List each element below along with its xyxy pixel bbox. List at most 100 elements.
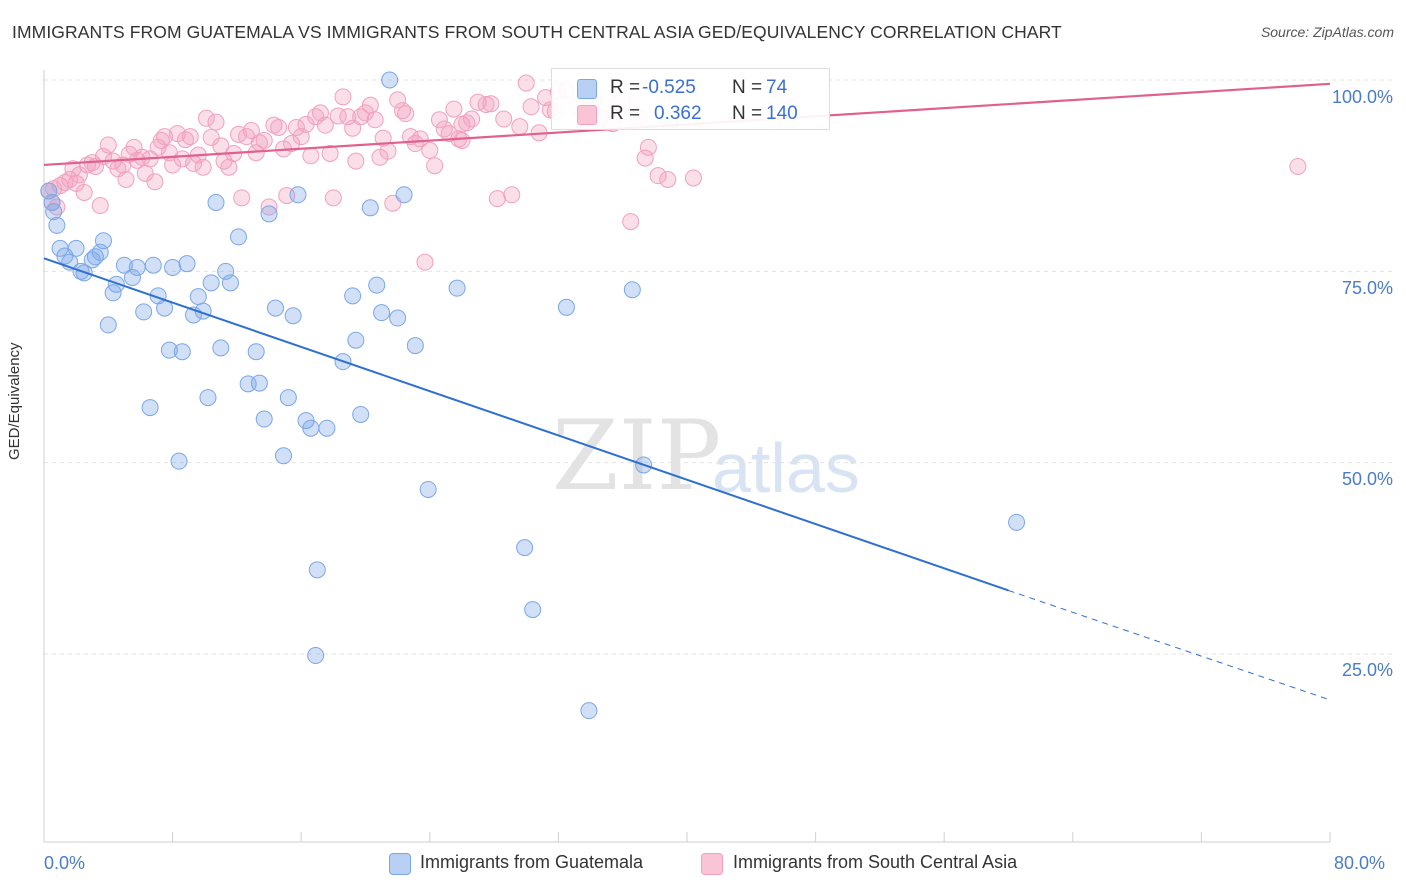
guatemala-point xyxy=(221,274,239,292)
y-tick-50: 50.0% xyxy=(1341,469,1393,489)
sca-point xyxy=(302,147,320,165)
guatemala-point xyxy=(373,304,391,322)
sca-point xyxy=(649,167,667,185)
sca-point xyxy=(495,110,513,128)
sca-point xyxy=(393,102,411,120)
guatemala-point xyxy=(141,399,159,417)
sca-point xyxy=(260,198,278,216)
guatemala-point xyxy=(419,480,437,498)
x-tick-min: 0.0% xyxy=(44,853,86,873)
guatemala-point xyxy=(189,288,207,306)
sca-point xyxy=(517,74,535,92)
sca-point xyxy=(321,144,339,162)
sca-point xyxy=(207,113,225,131)
sca-point xyxy=(622,213,640,231)
sca-point xyxy=(639,138,657,156)
guatemala-point xyxy=(86,248,104,266)
guatemala-point xyxy=(395,186,413,204)
x-tick-max: 80.0% xyxy=(1334,853,1386,873)
sca-point xyxy=(389,91,407,109)
guatemala-point xyxy=(144,256,162,274)
guatemala-point xyxy=(160,341,178,359)
guatemala-point xyxy=(266,299,284,317)
guatemala-point xyxy=(406,337,424,355)
guatemala-point xyxy=(368,276,386,294)
sca-point xyxy=(374,129,392,147)
guatemala-point xyxy=(247,343,265,361)
sca-point xyxy=(233,189,251,207)
bottom-legend-swatch-guatemala xyxy=(389,853,411,875)
legend-n-label: N = xyxy=(732,77,763,98)
guatemala-point xyxy=(318,419,336,437)
sca-point xyxy=(1289,157,1307,175)
sca-point xyxy=(416,253,434,271)
sca-point xyxy=(91,197,109,215)
trend-line-guatemala-extension xyxy=(1008,590,1331,701)
guatemala-point xyxy=(173,343,191,361)
sca-point xyxy=(522,98,540,116)
guatemala-point xyxy=(212,339,230,357)
axes xyxy=(43,70,1331,843)
bottom-legend-label-guatemala: Immigrants from Guatemala xyxy=(420,852,644,872)
sca-point xyxy=(659,170,677,188)
y-tick-25: 25.0% xyxy=(1341,660,1393,680)
guatemala-point xyxy=(347,331,365,349)
guatemala-point xyxy=(178,255,196,273)
bottom-legend-swatch-sca xyxy=(701,853,723,875)
sca-point xyxy=(445,100,463,118)
guatemala-point xyxy=(448,279,466,297)
legend-swatch-guatemala xyxy=(577,79,597,99)
sca-point xyxy=(287,118,305,136)
guatemala-point xyxy=(307,647,325,665)
guatemala-point xyxy=(164,259,182,277)
guatemala-point xyxy=(99,316,117,334)
legend-n-label: N = xyxy=(732,103,763,124)
guatemala-point xyxy=(516,539,534,557)
watermark-zip: ZIP xyxy=(552,400,722,512)
guatemala-point xyxy=(1008,513,1026,531)
guatemala-point xyxy=(45,203,63,221)
sca-point xyxy=(684,169,702,187)
trend-line-guatemala xyxy=(43,257,1009,592)
sca-point xyxy=(430,111,448,129)
watermark-atlas: atlas xyxy=(712,429,860,507)
guatemala-point xyxy=(352,405,370,423)
guatemala-point xyxy=(107,275,125,293)
sca-point xyxy=(48,198,66,216)
sca-point xyxy=(334,88,352,106)
correlation-legend: R = -0.525 N = 74 R = 0.362 N = 140 xyxy=(551,68,830,130)
guatemala-point xyxy=(94,232,112,250)
guatemala-point xyxy=(302,419,320,437)
sca-point xyxy=(316,116,334,134)
sca-point xyxy=(347,152,365,170)
sca-point xyxy=(435,120,453,138)
guatemala-point xyxy=(524,601,542,619)
sca-point xyxy=(488,190,506,208)
sca-point xyxy=(426,157,444,175)
grid xyxy=(44,79,1392,655)
legend-r-label: R = xyxy=(610,77,641,98)
y-axis-label: GED/Equivalency xyxy=(6,342,23,460)
sca-point xyxy=(283,135,301,153)
sca-point xyxy=(242,122,260,140)
legend-r-value-sca: 0.362 xyxy=(654,103,702,124)
guatemala-point xyxy=(279,389,297,407)
legend-n-value-guatemala: 74 xyxy=(766,77,788,98)
guatemala-point xyxy=(115,256,133,274)
guatemala-point xyxy=(557,298,575,316)
guatemala-point xyxy=(289,186,307,204)
sca-point xyxy=(194,158,212,176)
sca-point xyxy=(173,150,191,168)
legend-swatch-sca xyxy=(577,105,597,125)
sca-point xyxy=(406,135,424,153)
sca-point xyxy=(344,119,362,137)
sca-point xyxy=(156,128,174,146)
guatemala-point xyxy=(123,268,141,286)
sca-point xyxy=(64,160,82,178)
sca-point xyxy=(636,149,654,167)
sca-point xyxy=(463,110,481,128)
guatemala-point xyxy=(207,193,225,211)
legend-row-sca: R = 0.362 N = 140 xyxy=(552,101,829,127)
legend-r-label: R = xyxy=(610,103,641,124)
